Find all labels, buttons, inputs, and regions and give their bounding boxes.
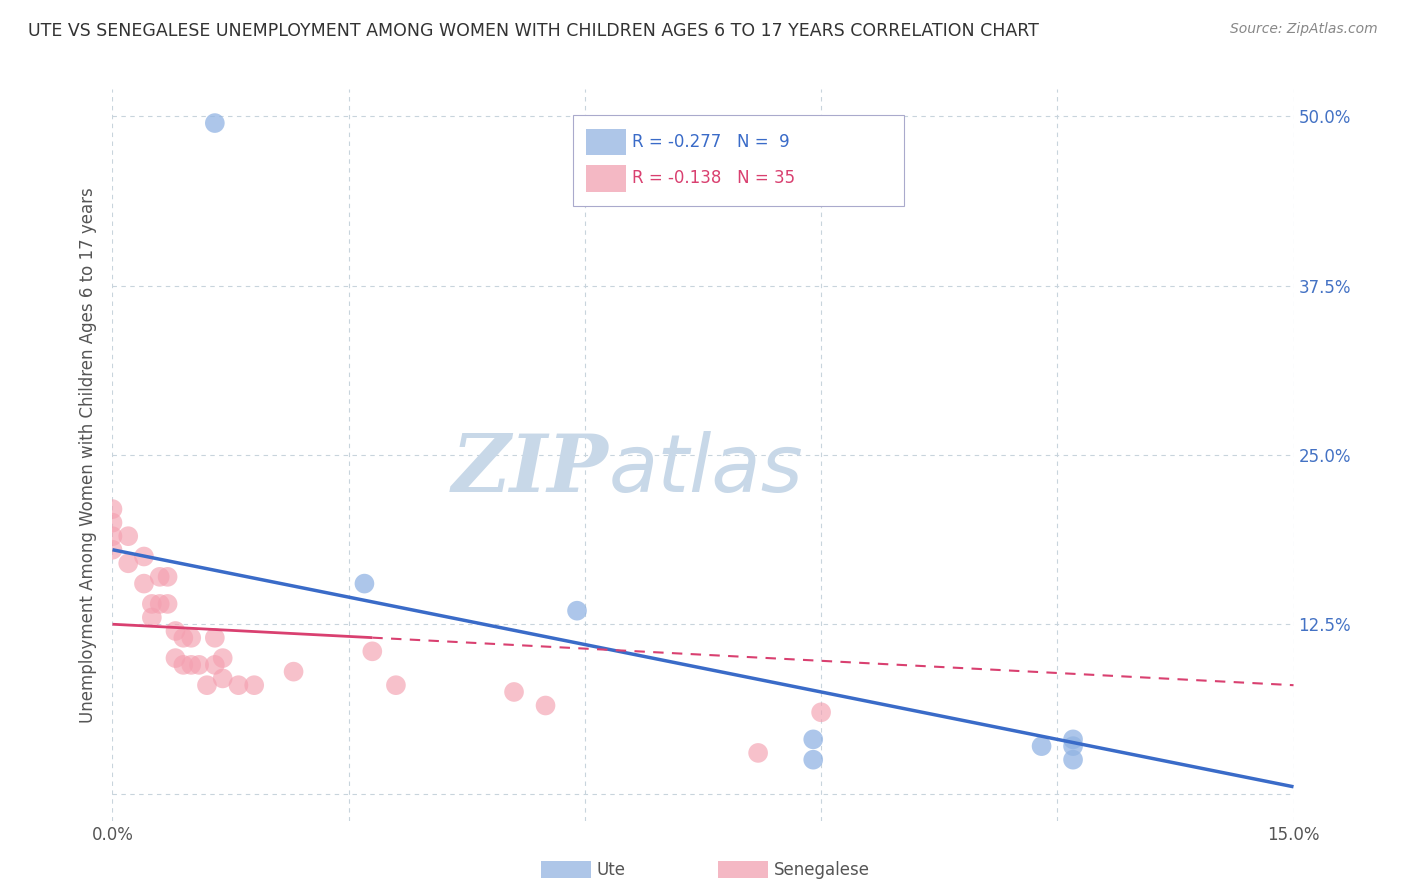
Point [211, 672, 233, 686]
Point [117, 529, 139, 543]
Point [180, 657, 202, 672]
Point [1062, 732, 1084, 747]
Text: R = -0.277   N =  9: R = -0.277 N = 9 [633, 133, 790, 151]
Point [353, 576, 375, 591]
FancyBboxPatch shape [541, 861, 591, 879]
FancyBboxPatch shape [574, 115, 904, 206]
Text: atlas: atlas [609, 431, 803, 508]
Point [1062, 753, 1084, 767]
Text: Ute: Ute [596, 861, 626, 879]
Point [361, 644, 384, 658]
Point [101, 529, 124, 543]
Point [149, 570, 172, 584]
FancyBboxPatch shape [718, 861, 768, 879]
Point [172, 657, 194, 672]
Point [801, 753, 824, 767]
Point [101, 542, 124, 557]
Point [188, 657, 211, 672]
Point [101, 516, 124, 530]
Point [503, 685, 526, 699]
Point [243, 678, 266, 692]
FancyBboxPatch shape [586, 128, 626, 155]
Point [204, 657, 226, 672]
Point [283, 665, 305, 679]
Point [228, 678, 250, 692]
Text: Source: ZipAtlas.com: Source: ZipAtlas.com [1230, 22, 1378, 37]
Text: Senegalese: Senegalese [773, 861, 870, 879]
Point [534, 698, 557, 713]
FancyBboxPatch shape [586, 165, 626, 192]
Point [385, 678, 408, 692]
Point [156, 597, 179, 611]
Point [117, 556, 139, 570]
Point [156, 570, 179, 584]
Point [172, 631, 194, 645]
Text: R = -0.138   N = 35: R = -0.138 N = 35 [633, 169, 796, 187]
Point [195, 678, 218, 692]
Point [141, 597, 163, 611]
Point [1062, 739, 1084, 753]
Y-axis label: Unemployment Among Women with Children Ages 6 to 17 years: Unemployment Among Women with Children A… [79, 187, 97, 723]
Point [165, 651, 187, 665]
Point [204, 116, 226, 130]
Point [747, 746, 769, 760]
Text: UTE VS SENEGALESE UNEMPLOYMENT AMONG WOMEN WITH CHILDREN AGES 6 TO 17 YEARS CORR: UTE VS SENEGALESE UNEMPLOYMENT AMONG WOM… [28, 22, 1039, 40]
Point [132, 549, 155, 564]
Point [101, 502, 124, 516]
Point [165, 624, 187, 638]
Point [141, 610, 163, 624]
Point [132, 576, 155, 591]
Text: ZIP: ZIP [451, 431, 609, 508]
Point [211, 651, 233, 665]
Point [149, 597, 172, 611]
Point [565, 604, 588, 618]
Point [204, 631, 226, 645]
Point [180, 631, 202, 645]
Point [810, 706, 832, 720]
Point [1031, 739, 1053, 753]
Point [801, 732, 824, 747]
